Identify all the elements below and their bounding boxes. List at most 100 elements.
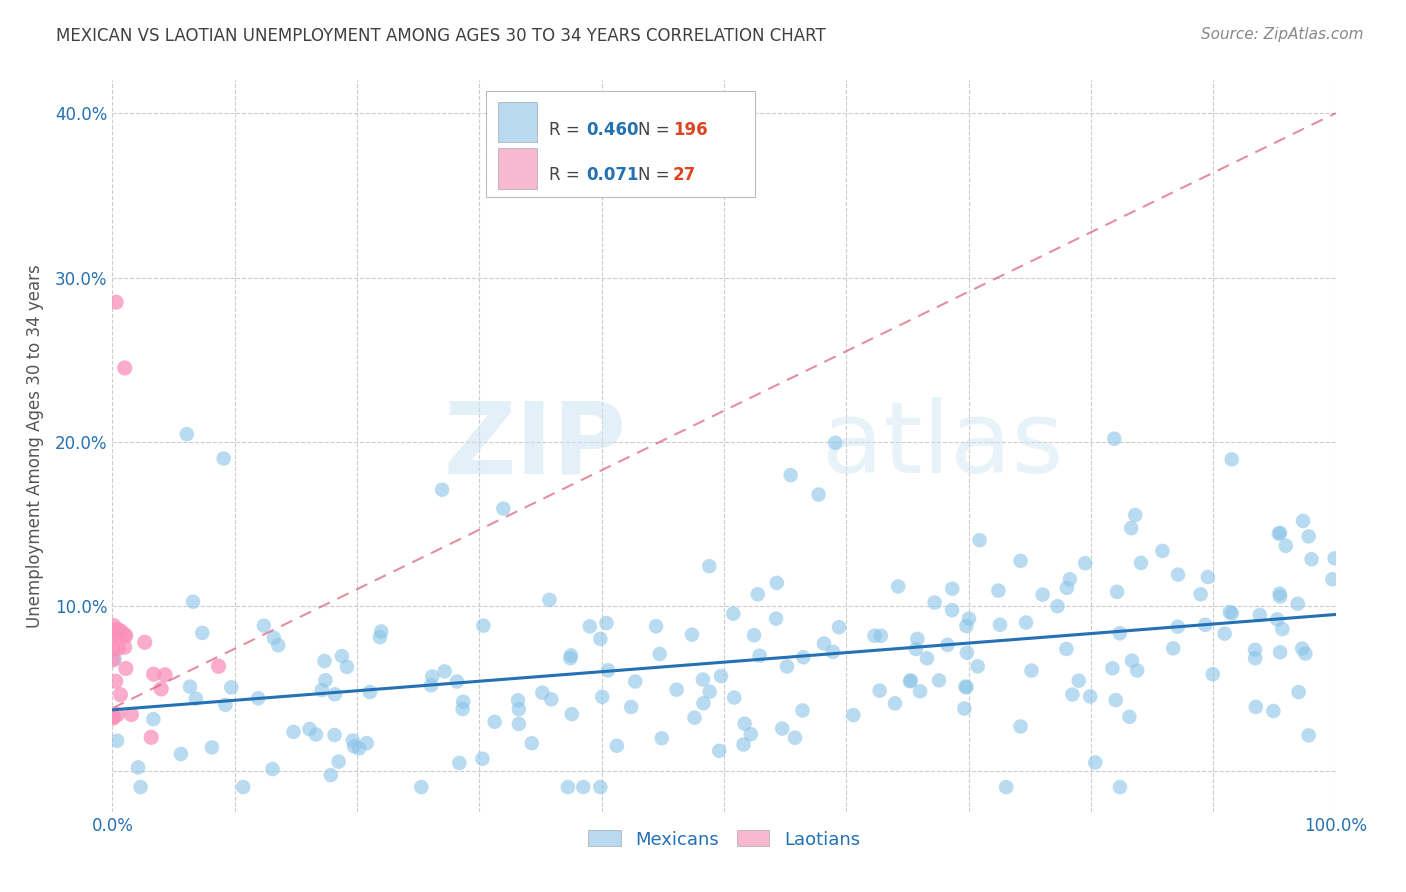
Mexicans bbox=[1056, 581, 1078, 595]
Mexicans bbox=[451, 695, 474, 709]
Mexicans bbox=[1059, 572, 1081, 586]
Mexicans bbox=[928, 673, 950, 688]
Mexicans bbox=[579, 619, 602, 633]
Mexicans bbox=[1220, 607, 1243, 621]
Mexicans bbox=[262, 762, 284, 776]
Mexicans bbox=[776, 659, 799, 673]
Mexicans bbox=[1265, 612, 1288, 626]
Mexicans bbox=[492, 501, 515, 516]
Mexicans bbox=[1126, 664, 1149, 678]
Mexicans bbox=[1298, 728, 1320, 742]
Mexicans bbox=[740, 727, 762, 741]
Mexicans bbox=[1194, 617, 1216, 632]
Mexicans bbox=[936, 638, 959, 652]
Mexicans bbox=[430, 483, 453, 497]
Mexicans bbox=[433, 665, 456, 679]
Mexicans bbox=[1105, 584, 1128, 599]
Laotians bbox=[103, 710, 125, 724]
Mexicans bbox=[1219, 605, 1241, 619]
Mexicans bbox=[328, 755, 350, 769]
Mexicans bbox=[343, 739, 366, 754]
Mexicans bbox=[681, 627, 703, 641]
Laotians bbox=[114, 360, 136, 375]
Mexicans bbox=[723, 607, 745, 621]
FancyBboxPatch shape bbox=[485, 91, 755, 197]
Mexicans bbox=[624, 674, 647, 689]
Mexicans bbox=[1322, 572, 1344, 586]
Mexicans bbox=[370, 624, 392, 639]
Mexicans bbox=[212, 451, 235, 466]
Mexicans bbox=[1032, 588, 1054, 602]
Mexicans bbox=[1323, 551, 1346, 566]
Mexicans bbox=[323, 728, 346, 742]
Mexicans bbox=[941, 582, 963, 596]
Mexicans bbox=[314, 673, 336, 688]
Mexicans bbox=[779, 468, 801, 483]
Laotians bbox=[105, 295, 128, 310]
Mexicans bbox=[591, 690, 613, 704]
Y-axis label: Unemployment Among Ages 30 to 34 years: Unemployment Among Ages 30 to 34 years bbox=[25, 264, 44, 628]
Mexicans bbox=[472, 618, 495, 632]
Mexicans bbox=[560, 651, 582, 665]
Laotians bbox=[107, 641, 129, 656]
Mexicans bbox=[692, 696, 714, 710]
Text: 27: 27 bbox=[672, 167, 696, 185]
Mexicans bbox=[170, 747, 193, 761]
Mexicans bbox=[1249, 607, 1271, 622]
Mexicans bbox=[887, 579, 910, 593]
Laotians bbox=[104, 674, 127, 689]
Mexicans bbox=[969, 533, 991, 548]
Mexicans bbox=[531, 686, 554, 700]
Mexicans bbox=[446, 674, 468, 689]
Mexicans bbox=[595, 615, 617, 630]
Text: N =: N = bbox=[638, 167, 675, 185]
Mexicans bbox=[201, 740, 224, 755]
Mexicans bbox=[1104, 432, 1126, 446]
Laotians bbox=[107, 623, 129, 637]
Mexicans bbox=[792, 703, 814, 717]
Mexicans bbox=[924, 596, 946, 610]
Mexicans bbox=[1288, 685, 1310, 699]
Mexicans bbox=[314, 654, 336, 668]
Mexicans bbox=[908, 684, 931, 698]
Text: 196: 196 bbox=[672, 121, 707, 139]
Laotians bbox=[142, 667, 165, 681]
Mexicans bbox=[955, 680, 977, 694]
Mexicans bbox=[1213, 626, 1236, 640]
Mexicans bbox=[356, 736, 378, 750]
Mexicans bbox=[742, 628, 765, 642]
Legend: Mexicans, Laotians: Mexicans, Laotians bbox=[579, 822, 869, 857]
Mexicans bbox=[955, 680, 977, 694]
Mexicans bbox=[420, 678, 443, 692]
Mexicans bbox=[557, 780, 579, 794]
Mexicans bbox=[298, 722, 321, 736]
Mexicans bbox=[1015, 615, 1038, 630]
Mexicans bbox=[1220, 452, 1243, 467]
Mexicans bbox=[821, 645, 844, 659]
Mexicans bbox=[184, 691, 207, 706]
Text: 0.071: 0.071 bbox=[586, 167, 638, 185]
Mexicans bbox=[1275, 539, 1298, 553]
Mexicans bbox=[692, 673, 714, 687]
Mexicans bbox=[792, 650, 814, 665]
Mexicans bbox=[1108, 626, 1130, 640]
Mexicans bbox=[1062, 688, 1084, 702]
Mexicans bbox=[1121, 521, 1143, 535]
Laotians bbox=[153, 668, 176, 682]
Mexicans bbox=[283, 724, 305, 739]
Mexicans bbox=[683, 711, 706, 725]
Mexicans bbox=[1202, 667, 1225, 681]
Mexicans bbox=[1189, 587, 1212, 601]
Mexicans bbox=[323, 687, 346, 701]
Laotians bbox=[107, 707, 129, 722]
Mexicans bbox=[1271, 622, 1294, 636]
Mexicans bbox=[253, 618, 276, 632]
Mexicans bbox=[710, 669, 733, 683]
Mexicans bbox=[176, 427, 198, 442]
Mexicans bbox=[1167, 620, 1189, 634]
Mexicans bbox=[1167, 567, 1189, 582]
Mexicans bbox=[589, 780, 612, 794]
Mexicans bbox=[411, 780, 433, 794]
Laotians bbox=[114, 640, 136, 655]
Mexicans bbox=[1130, 556, 1153, 570]
